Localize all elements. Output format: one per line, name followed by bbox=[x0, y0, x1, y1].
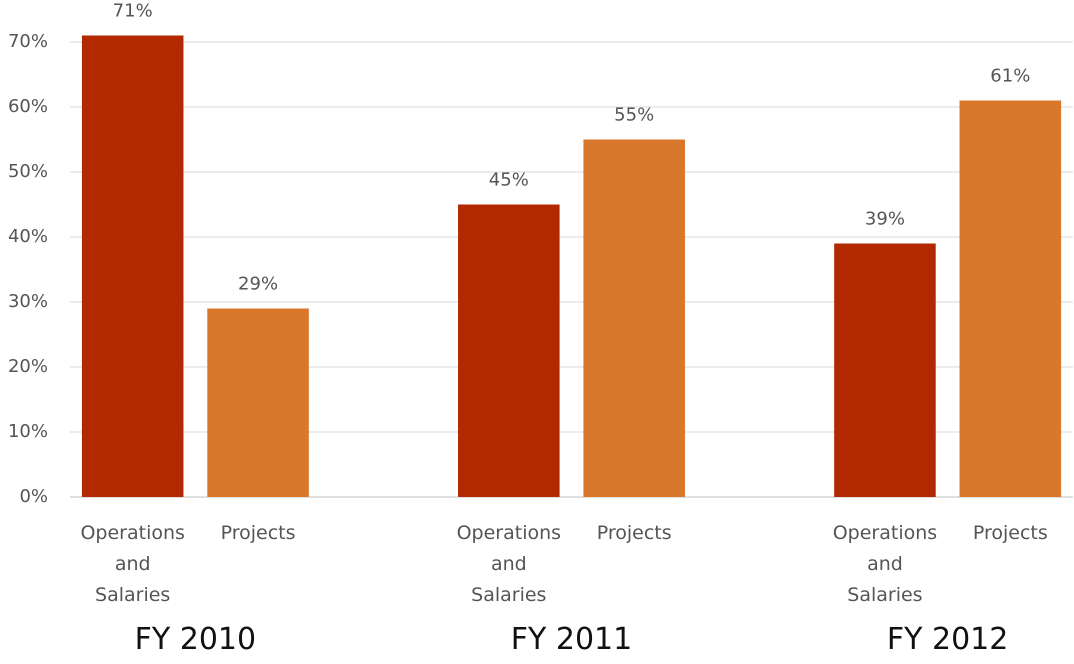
bar bbox=[834, 243, 936, 497]
sub-category-label: Projects bbox=[596, 522, 672, 544]
data-label: 61% bbox=[990, 66, 1030, 87]
sub-category-label: Operations and Salaries bbox=[456, 522, 562, 606]
bar bbox=[959, 100, 1062, 497]
data-label: 71% bbox=[113, 1, 153, 22]
bar bbox=[81, 35, 184, 497]
y-tick-label: 70% bbox=[8, 31, 48, 52]
sub-category-label: Operations and Salaries bbox=[832, 522, 938, 606]
y-tick-label: 30% bbox=[8, 291, 48, 312]
data-label: 29% bbox=[238, 274, 278, 295]
y-tick-label: 0% bbox=[19, 486, 48, 507]
bar bbox=[458, 204, 560, 497]
bar bbox=[583, 139, 685, 497]
sub-category-label: Projects bbox=[220, 522, 296, 544]
data-label: 45% bbox=[489, 170, 529, 191]
y-tick-label: 20% bbox=[8, 356, 48, 377]
data-label: 39% bbox=[865, 209, 905, 230]
group-label: FY 2012 bbox=[886, 622, 1009, 657]
y-tick-label: 40% bbox=[8, 226, 48, 247]
bar bbox=[207, 308, 309, 497]
y-tick-label: 60% bbox=[8, 96, 48, 117]
y-tick-label: 10% bbox=[8, 421, 48, 442]
sub-category-label: Projects bbox=[972, 522, 1048, 544]
data-label: 55% bbox=[614, 105, 654, 126]
group-label: FY 2010 bbox=[134, 622, 257, 657]
sub-category-label: Operations and Salaries bbox=[80, 522, 185, 606]
group-label: FY 2011 bbox=[510, 622, 633, 657]
y-tick-label: 50% bbox=[8, 161, 48, 182]
